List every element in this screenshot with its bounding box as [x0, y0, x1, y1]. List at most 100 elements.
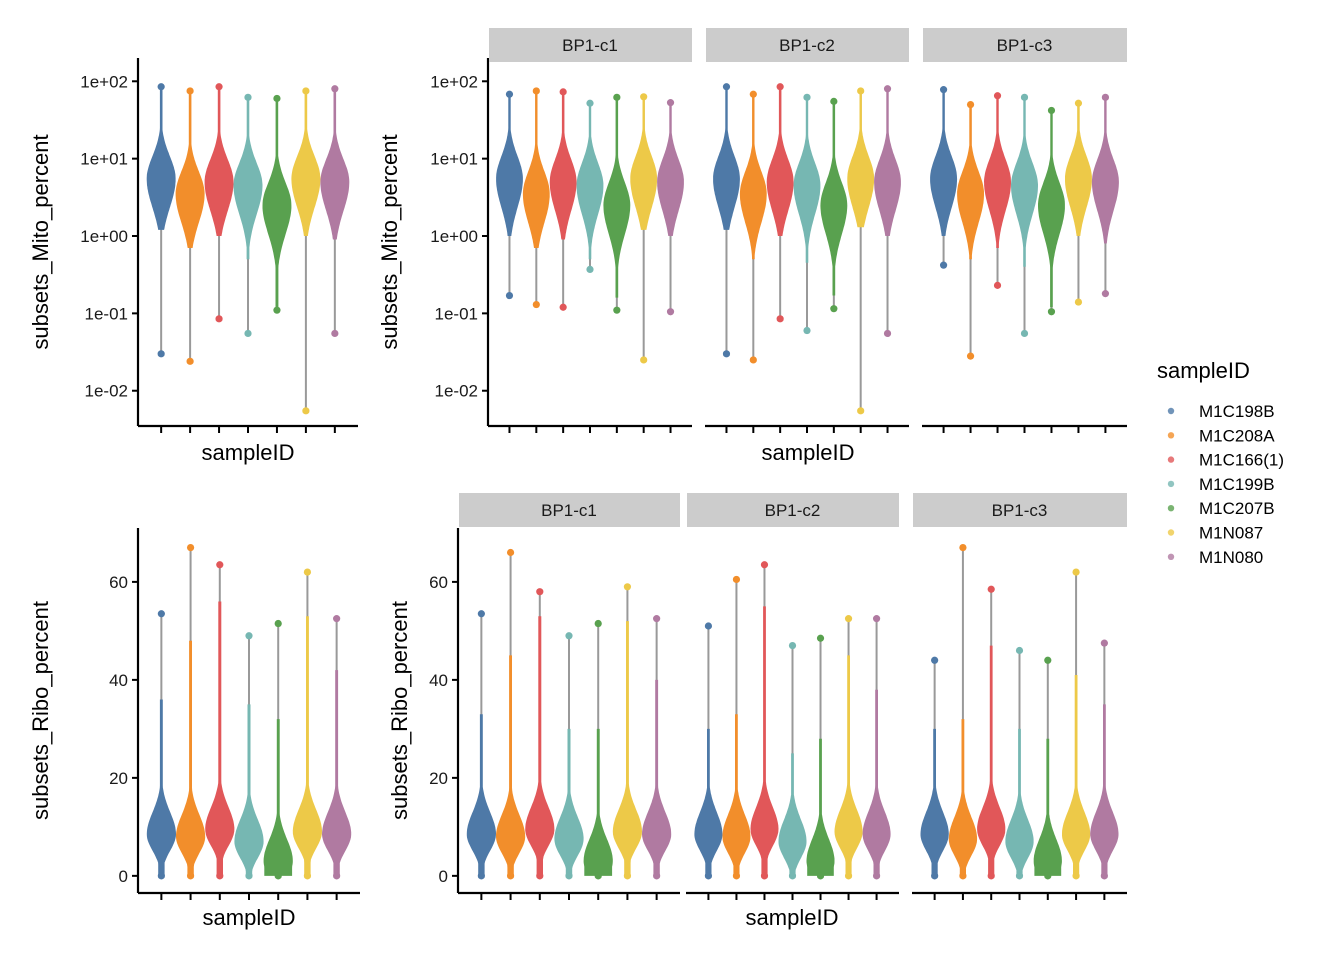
violin-max-point	[594, 619, 602, 628]
violin-M1C207B	[603, 93, 631, 314]
y-tick-label: 1e+02	[430, 72, 478, 91]
violin-body	[525, 616, 555, 876]
violin-body	[793, 97, 821, 263]
facet-strip-label: BP1-c2	[765, 501, 821, 520]
violin-max-point	[1101, 93, 1110, 101]
violin-max-point	[506, 548, 515, 557]
violin-M1C208A	[948, 543, 978, 880]
violin-M1C198B	[930, 86, 958, 269]
violin-min-point	[594, 872, 602, 880]
violin-min-point	[653, 872, 661, 880]
facet-all	[138, 543, 360, 900]
violin-max-point	[666, 99, 675, 107]
violin-M1C198B	[466, 610, 496, 880]
violin-body	[1038, 110, 1065, 308]
violin-M1N080	[320, 85, 350, 338]
violin-body	[778, 753, 807, 876]
violin-min-point	[477, 872, 485, 880]
violin-M1C198B	[713, 83, 740, 358]
violin-min-point	[333, 872, 341, 880]
violin-min-point	[1047, 308, 1056, 316]
violin-max-point	[1047, 106, 1056, 115]
violin-max-point	[1072, 568, 1080, 576]
legend-item: M1C166(1)	[1167, 451, 1284, 470]
violin-max-point	[640, 93, 648, 101]
violin-M1C208A	[175, 87, 205, 365]
violin-min-point	[844, 872, 853, 880]
violin-min-point	[883, 329, 892, 338]
violin-M1N087	[291, 87, 321, 415]
violin-max-point	[216, 561, 224, 569]
legend-item: M1C208A	[1167, 426, 1275, 445]
panel-ribo-by-group: 0 20 40 60 subsets_Ribo_percent sampleID BP1-c…	[387, 493, 1127, 930]
violin-body	[262, 98, 292, 308]
violin-min-point	[776, 315, 784, 323]
violin-max-point	[830, 97, 838, 105]
violin-max-point	[245, 632, 253, 640]
panel-mito-overall: 1e-02 1e-01 1e+00 1e+01 1e+02 subsets_Mito_pe…	[28, 58, 358, 465]
facet-BP1-c1: BP1-c1	[488, 28, 692, 433]
violin-M1C208A	[722, 575, 751, 880]
violin-M1C207B	[263, 619, 293, 880]
violin-min-point	[931, 872, 939, 880]
violin-body	[234, 704, 264, 876]
violin-min-point	[302, 407, 310, 415]
violin-max-point	[157, 610, 165, 618]
violin-min-point	[244, 329, 252, 338]
violin-min-point	[788, 872, 797, 880]
violin-min-point	[666, 308, 675, 316]
facet-strip	[687, 493, 899, 527]
violin-min-point	[186, 872, 195, 880]
violin-min-point	[506, 872, 515, 880]
violin-min-point	[157, 872, 165, 880]
x-axis-title: sampleID	[746, 905, 839, 930]
x-axis-title: sampleID	[203, 905, 296, 930]
violin-M1N080	[862, 615, 891, 880]
violin-min-point	[623, 872, 632, 880]
violin-max-point	[760, 561, 769, 569]
legend-item: M1N087	[1167, 524, 1263, 543]
violin-body	[862, 689, 891, 876]
violin-body	[1062, 675, 1091, 876]
violin-M1C166(1)	[984, 92, 1011, 289]
violin-body	[1090, 704, 1119, 876]
violin-min-point	[830, 305, 838, 313]
y-tick-label: 20	[109, 769, 128, 788]
violin-body	[612, 621, 642, 876]
y-tick-label: 1e+01	[80, 150, 128, 169]
y-tick-label: 0	[119, 867, 128, 886]
violin-max-point	[477, 610, 485, 618]
legend-item: M1C198B	[1167, 402, 1275, 421]
violin-min-point	[732, 872, 741, 880]
violin-max-point	[872, 615, 881, 623]
violin-max-point	[883, 85, 892, 93]
violin-body	[713, 86, 740, 230]
violin-body	[957, 104, 984, 260]
violin-M1C208A	[176, 543, 206, 880]
violin-body	[1091, 97, 1119, 244]
violin-M1C166(1)	[204, 83, 234, 323]
violin-M1C199B	[793, 93, 821, 335]
violin-min-point	[215, 315, 223, 323]
violin-M1C207B	[1033, 656, 1062, 880]
violin-body	[977, 645, 1006, 876]
facet-strip	[489, 28, 692, 62]
violin-max-point	[302, 87, 310, 95]
violin-body	[466, 714, 496, 876]
violin-min-point	[559, 303, 567, 311]
violin-min-point	[1020, 329, 1029, 338]
facet-strip	[459, 493, 680, 527]
violin-max-point	[186, 87, 194, 95]
violin-body	[263, 719, 293, 876]
violin-max-point	[931, 656, 939, 664]
violin-body	[522, 91, 550, 248]
violin-max-point	[565, 632, 573, 640]
facet-strip-label: BP1-c3	[992, 501, 1048, 520]
legend-item-label: M1C207B	[1199, 499, 1275, 518]
violin-body	[322, 670, 352, 876]
violin-M1N087	[292, 568, 322, 880]
violin-M1C208A	[739, 90, 767, 364]
violin-max-point	[157, 83, 165, 91]
violin-max-point	[186, 543, 195, 552]
y-tick-label: 1e-02	[435, 382, 478, 401]
